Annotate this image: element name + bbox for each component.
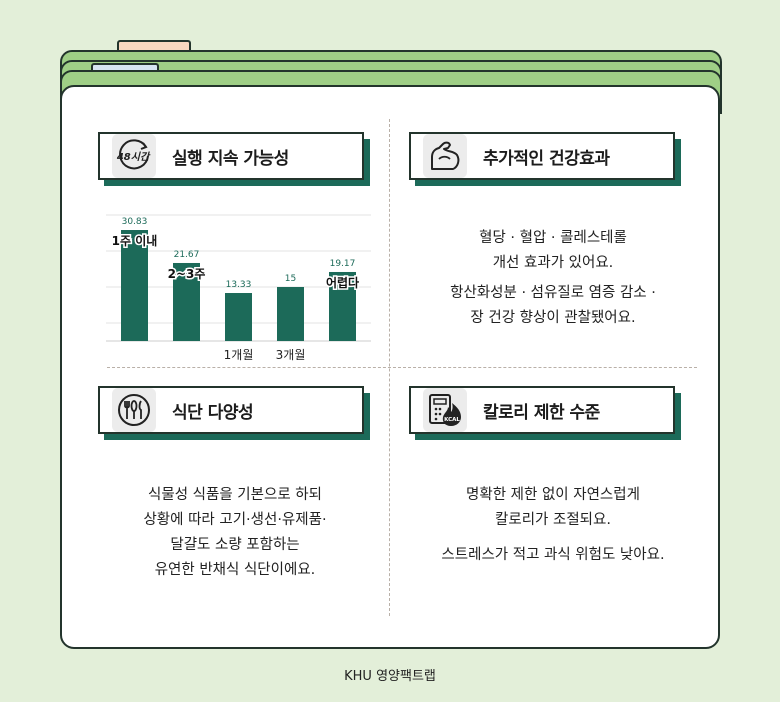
chart-bar: [173, 262, 200, 341]
chart-tick-label: 3개월: [276, 348, 306, 362]
chart-value-label: 13.33: [226, 280, 252, 290]
diet-title: 식단 다양성: [172, 402, 254, 423]
health-text-1: 혈당 · 혈압 · 콜레스테롤 개선 효과가 있어요.: [400, 226, 706, 276]
calorie-line: 스트레스가 적고 과식 위험도 낮아요.: [441, 547, 665, 563]
calorie-header: KCAL 칼로리 제한 수준: [409, 386, 681, 440]
chart-bar: [121, 230, 148, 341]
chart-tick-label: 1개월: [224, 348, 254, 362]
sustainability-header: 48시간 실행 지속 가능성: [98, 132, 370, 186]
clock-48h-icon: 48시간: [112, 134, 156, 178]
chart-value-label: 21.67: [174, 250, 200, 260]
flexed-arm-icon: [423, 134, 467, 178]
diet-line: 유연한 반채식 식단이에요.: [154, 562, 316, 578]
chart-bar: [329, 271, 356, 341]
chart-category-label: 어렵다: [326, 275, 359, 290]
health-header: 추가적인 건강효과: [409, 132, 681, 186]
calorie-title: 칼로리 제한 수준: [483, 402, 600, 423]
calorie-text-2: 스트레스가 적고 과식 위험도 낮아요.: [400, 543, 706, 568]
chart-value-label: 15: [285, 274, 296, 284]
sustainability-title: 실행 지속 가능성: [172, 148, 289, 169]
plate-utensils-icon: [112, 388, 156, 432]
footer-credit: KHU 영양팩트랩: [344, 669, 436, 684]
diet-text: 식물성 식품을 기본으로 하되 상황에 따라 고기·생선·유제품· 달걀도 소량…: [90, 483, 380, 583]
calorie-text-1: 명확한 제한 없이 자연스럽게 칼로리가 조절되요.: [400, 483, 706, 533]
chart-category-label: 2~3주: [168, 267, 206, 281]
diet-header: 식단 다양성: [98, 386, 370, 440]
diet-line: 상황에 따라 고기·생선·유제품·: [143, 512, 327, 528]
health-line: 장 건강 향상이 관찰됐어요.: [470, 310, 636, 326]
chart-category-label: 1주 이내: [112, 233, 158, 248]
chart-bar: [277, 287, 304, 341]
health-line: 개선 효과가 있어요.: [492, 255, 614, 271]
divider-horizontal: [107, 367, 697, 368]
health-title: 추가적인 건강효과: [483, 148, 610, 169]
chart-value-label: 30.83: [122, 217, 148, 227]
calculator-flame-icon: KCAL: [423, 388, 467, 432]
svg-text:KCAL: KCAL: [444, 417, 460, 423]
calorie-line: 칼로리가 조절되요.: [495, 512, 611, 528]
chart-value-label: 19.17: [330, 259, 356, 269]
calorie-line: 명확한 제한 없이 자연스럽게: [466, 487, 640, 503]
health-text-2: 항산화성분 · 섬유질로 염증 감소 · 장 건강 향상이 관찰됐어요.: [400, 281, 706, 331]
health-line: 혈당 · 혈압 · 콜레스테롤: [479, 230, 627, 246]
chart-bar: [225, 293, 252, 341]
svg-text:48시간: 48시간: [116, 151, 151, 163]
diet-line: 달걀도 소량 포함하는: [170, 537, 300, 553]
health-line: 항산화성분 · 섬유질로 염증 감소 ·: [450, 285, 656, 301]
diet-line: 식물성 식품을 기본으로 하되: [148, 487, 322, 503]
duration-bar-chart: 30.83 1주 이내 21.67 2~3주 13.33 1개월 15 3개월 19.17 어렵다: [106, 214, 371, 362]
